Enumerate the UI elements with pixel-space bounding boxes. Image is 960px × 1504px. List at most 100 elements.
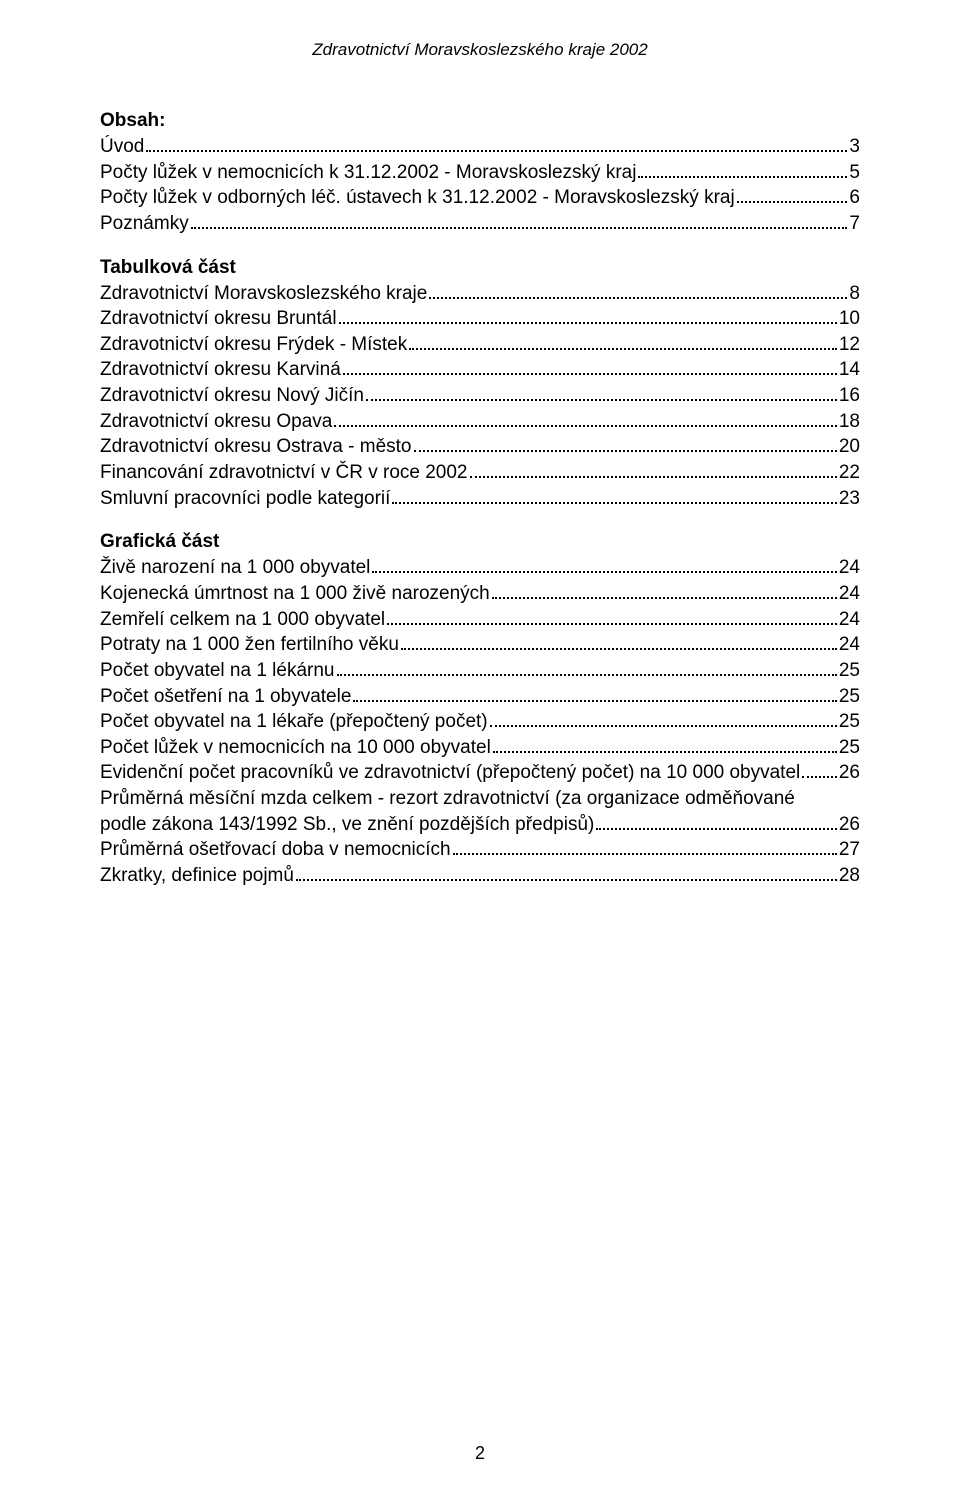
toc-entry: Zdravotnictví okresu Opava 18: [100, 409, 860, 435]
toc-dots: [492, 582, 837, 599]
toc-entry: Potraty na 1 000 žen fertilního věku 24: [100, 632, 860, 658]
toc-label: Poznámky: [100, 211, 189, 237]
toc-dots: [339, 307, 837, 324]
toc-entry: Zdravotnictví Moravskoslezského kraje 8: [100, 281, 860, 307]
toc-entry: Zdravotnictví okresu Frýdek - Místek 12: [100, 332, 860, 358]
toc-label: Počet ošetření na 1 obyvatele: [100, 684, 351, 710]
toc-entry: Evidenční počet pracovníků ve zdravotnic…: [100, 760, 860, 786]
toc-label: Zkratky, definice pojmů: [100, 863, 294, 889]
toc-label: Smluvní pracovníci podle kategorií: [100, 486, 390, 512]
page-number-footer: 2: [0, 1443, 960, 1464]
toc-dots: [191, 212, 848, 229]
toc-page-number: 27: [839, 837, 860, 863]
section-title-obsah: Obsah:: [100, 110, 860, 132]
toc-dots: [366, 384, 837, 401]
toc-dots: [337, 659, 837, 676]
toc-entry: Financování zdravotnictví v ČR v roce 20…: [100, 460, 860, 486]
toc-label: Zdravotnictví okresu Frýdek - Místek: [100, 332, 407, 358]
document-page: Zdravotnictví Moravskoslezského kraje 20…: [0, 0, 960, 1504]
toc-page-number: 24: [839, 607, 860, 633]
toc-dots: [453, 838, 837, 855]
toc-page-number: 24: [839, 555, 860, 581]
toc-page-number: 18: [839, 409, 860, 435]
toc-page-number: 10: [839, 306, 860, 332]
toc-label: Zdravotnictví okresu Nový Jičín: [100, 383, 364, 409]
toc-page-number: 3: [849, 134, 860, 160]
toc-entry: Počet obyvatel na 1 lékárnu 25: [100, 658, 860, 684]
toc-page-number: 5: [849, 160, 860, 186]
toc-page-number: 22: [839, 460, 860, 486]
toc-entry-multiline: Průměrná měsíční mzda celkem - rezort zd…: [100, 786, 860, 837]
toc-entry: Zkratky, definice pojmů 28: [100, 863, 860, 889]
toc-dots: [353, 684, 836, 701]
toc-dots: [638, 160, 847, 177]
toc-entry: Poznámky 7: [100, 211, 860, 237]
toc-label: Počet obyvatel na 1 lékaře (přepočtený p…: [100, 709, 488, 735]
section-title-tabulkova: Tabulková část: [100, 257, 860, 279]
toc-dots: [146, 135, 847, 152]
toc-entry: Počty lůžek v nemocnicích k 31.12.2002 -…: [100, 160, 860, 186]
toc-entry: Počet obyvatel na 1 lékaře (přepočtený p…: [100, 709, 860, 735]
toc-label-line2: podle zákona 143/1992 Sb., ve znění pozd…: [100, 812, 594, 838]
toc-page-number: 25: [839, 658, 860, 684]
toc-page-number: 14: [839, 357, 860, 383]
toc-page-number: 25: [839, 735, 860, 761]
toc-page-number: 12: [839, 332, 860, 358]
toc-entry: Zemřelí celkem na 1 000 obyvatel 24: [100, 607, 860, 633]
toc-label: Evidenční počet pracovníků ve zdravotnic…: [100, 760, 800, 786]
toc-dots: [596, 813, 837, 830]
toc-dots: [372, 556, 836, 573]
toc-label: Živě narození na 1 000 obyvatel: [100, 555, 370, 581]
toc-entry: Živě narození na 1 000 obyvatel 24: [100, 555, 860, 581]
toc-dots: [414, 435, 837, 452]
toc-page-number: 26: [839, 760, 860, 786]
toc-dots: [392, 487, 836, 504]
toc-label: Počet obyvatel na 1 lékárnu: [100, 658, 335, 684]
page-header: Zdravotnictví Moravskoslezského kraje 20…: [100, 40, 860, 60]
toc-label: Počty lůžek v odborných léč. ústavech k …: [100, 185, 735, 211]
toc-dots: [429, 281, 847, 298]
toc-dots: [401, 633, 837, 650]
toc-label: Financování zdravotnictví v ČR v roce 20…: [100, 460, 468, 486]
toc-page-number: 25: [839, 684, 860, 710]
toc-page-number: 26: [839, 812, 860, 838]
toc-dots: [343, 358, 837, 375]
toc-label: Průměrná ošetřovací doba v nemocnicích: [100, 837, 451, 863]
toc-dots: [490, 710, 837, 727]
toc-page-number: 8: [849, 281, 860, 307]
toc-label: Počty lůžek v nemocnicích k 31.12.2002 -…: [100, 160, 636, 186]
toc-page-number: 23: [839, 486, 860, 512]
toc-label: Počet lůžek v nemocnicích na 10 000 obyv…: [100, 735, 491, 761]
toc-label: Zdravotnictví okresu Bruntál: [100, 306, 337, 332]
toc-label: Zdravotnictví okresu Opava: [100, 409, 332, 435]
toc-entry: Úvod 3: [100, 134, 860, 160]
toc-page-number: 24: [839, 581, 860, 607]
toc-entry: Zdravotnictví okresu Karviná 14: [100, 357, 860, 383]
toc-label: Úvod: [100, 134, 144, 160]
toc-dots: [493, 736, 837, 753]
toc-page-number: 24: [839, 632, 860, 658]
toc-entry: Zdravotnictví okresu Ostrava - město 20: [100, 434, 860, 460]
section-title-graficka: Grafická část: [100, 531, 860, 553]
toc-entry: Průměrná ošetřovací doba v nemocnicích 2…: [100, 837, 860, 863]
toc-dots: [387, 607, 837, 624]
toc-entry: Kojenecká úmrtnost na 1 000 živě narozen…: [100, 581, 860, 607]
toc-dots: [409, 333, 837, 350]
toc-entry: Počty lůžek v odborných léč. ústavech k …: [100, 185, 860, 211]
toc-page-number: 20: [839, 434, 860, 460]
toc-page-number: 7: [849, 211, 860, 237]
toc-label-line1: Průměrná měsíční mzda celkem - rezort zd…: [100, 786, 860, 812]
toc-dots: [737, 186, 848, 203]
toc-entry: Počet lůžek v nemocnicích na 10 000 obyv…: [100, 735, 860, 761]
toc-page-number: 28: [839, 863, 860, 889]
toc-page-number: 6: [849, 185, 860, 211]
toc-label: Zdravotnictví okresu Karviná: [100, 357, 341, 383]
toc-dots: [334, 410, 837, 427]
toc-entry: Počet ošetření na 1 obyvatele 25: [100, 684, 860, 710]
toc-dots: [296, 864, 837, 881]
toc-label: Kojenecká úmrtnost na 1 000 živě narozen…: [100, 581, 490, 607]
toc-dots: [802, 761, 837, 778]
toc-dots: [470, 461, 837, 478]
toc-entry: Zdravotnictví okresu Bruntál 10: [100, 306, 860, 332]
toc-page-number: 16: [839, 383, 860, 409]
